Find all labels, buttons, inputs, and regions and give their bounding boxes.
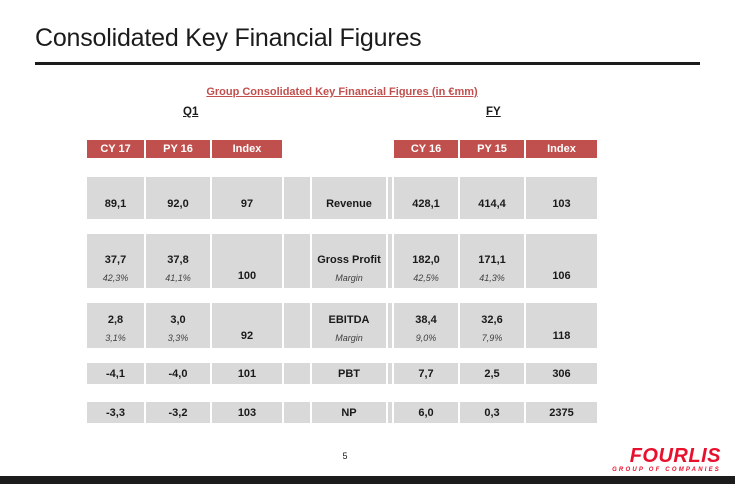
- cell-revenue-fy-cy: 428,1: [394, 177, 458, 219]
- table-row-ebitda: 2,8 3,1% 3,0 3,3% 92 EBITDA Margin 38,4 9,0%…: [87, 303, 599, 348]
- table-row-revenue: 89,1 92,0 97 Revenue 428,1 414,4 103: [87, 177, 599, 219]
- table-row-pbt: -4,1 -4,0 101 PBT 7,7 2,5 306: [87, 363, 599, 384]
- cell-np-fy-py: 0,3: [460, 402, 524, 423]
- header-spacer: [388, 140, 392, 158]
- cell-spacer: [284, 402, 310, 423]
- table-subtitle: Group Consolidated Key Financial Figures…: [206, 86, 478, 98]
- cell-gp-q1-cy: 37,7 42,3%: [87, 234, 144, 288]
- column-header-py16: PY 16: [146, 140, 210, 158]
- cell-ebitda-q1-cy: 2,8 3,1%: [87, 303, 144, 348]
- header-spacer: [312, 140, 386, 158]
- cell-revenue-label: Revenue: [312, 177, 386, 219]
- cell-pbt-q1-index: 101: [212, 363, 282, 384]
- column-header-index-fy: Index: [526, 140, 597, 158]
- cell-spacer: [388, 303, 392, 348]
- cell-pbt-fy-index: 306: [526, 363, 597, 384]
- cell-spacer: [388, 363, 392, 384]
- cell-ebitda-q1-index: 92: [212, 303, 282, 348]
- column-header-index-q1: Index: [212, 140, 282, 158]
- table-row-gross-profit: 37,7 42,3% 37,8 41,1% 100 Gross Profit Marg…: [87, 234, 599, 288]
- cell-np-q1-cy: -3,3: [87, 402, 144, 423]
- cell-pbt-fy-py: 2,5: [460, 363, 524, 384]
- table-header-row: CY 17 PY 16 Index CY 16 PY 15 Index: [87, 140, 599, 158]
- cell-spacer: [388, 402, 392, 423]
- cell-gp-q1-index: 100: [212, 234, 282, 288]
- table-row-np: -3,3 -3,2 103 NP 6,0 0,3 2375: [87, 402, 599, 423]
- cell-ebitda-fy-py: 32,6 7,9%: [460, 303, 524, 348]
- column-header-cy17: CY 17: [87, 140, 144, 158]
- logo-wordmark: FOURLIS: [629, 445, 721, 467]
- cell-revenue-q1-index: 97: [212, 177, 282, 219]
- header-spacer: [284, 140, 310, 158]
- bottom-bar: [0, 476, 735, 484]
- cell-spacer: [388, 234, 392, 288]
- cell-ebitda-fy-index: 118: [526, 303, 597, 348]
- cell-ebitda-label: EBITDA Margin: [312, 303, 386, 348]
- cell-revenue-q1-py: 92,0: [146, 177, 210, 219]
- page-number: 5: [342, 451, 348, 461]
- column-header-py15: PY 15: [460, 140, 524, 158]
- cell-gp-fy-cy: 182,0 42,5%: [394, 234, 458, 288]
- financial-table: CY 17 PY 16 Index CY 16 PY 15 Index 89,1…: [87, 140, 599, 423]
- cell-pbt-label: PBT: [312, 363, 386, 384]
- cell-spacer: [284, 303, 310, 348]
- cell-np-label: NP: [312, 402, 386, 423]
- cell-np-fy-cy: 6,0: [394, 402, 458, 423]
- cell-gp-q1-py: 37,8 41,1%: [146, 234, 210, 288]
- page-title: Consolidated Key Financial Figures: [35, 24, 422, 52]
- column-header-cy16: CY 16: [394, 140, 458, 158]
- logo-tagline: GROUP OF COMPANIES: [612, 467, 721, 473]
- cell-spacer: [284, 234, 310, 288]
- cell-np-q1-py: -3,2: [146, 402, 210, 423]
- cell-revenue-fy-py: 414,4: [460, 177, 524, 219]
- cell-gp-fy-index: 106: [526, 234, 597, 288]
- cell-gp-label: Gross Profit Margin: [312, 234, 386, 288]
- fourlis-logo: FOURLIS GROUP OF COMPANIES: [612, 446, 721, 474]
- title-underline: [35, 62, 700, 65]
- cell-ebitda-fy-cy: 38,4 9,0%: [394, 303, 458, 348]
- cell-pbt-q1-py: -4,0: [146, 363, 210, 384]
- cell-revenue-fy-index: 103: [526, 177, 597, 219]
- group-label-fy: FY: [486, 106, 501, 118]
- cell-spacer: [284, 363, 310, 384]
- cell-ebitda-q1-py: 3,0 3,3%: [146, 303, 210, 348]
- group-label-q1: Q1: [183, 106, 199, 118]
- cell-np-q1-index: 103: [212, 402, 282, 423]
- cell-revenue-q1-cy: 89,1: [87, 177, 144, 219]
- cell-gp-fy-py: 171,1 41,3%: [460, 234, 524, 288]
- cell-pbt-fy-cy: 7,7: [394, 363, 458, 384]
- cell-np-fy-index: 2375: [526, 402, 597, 423]
- cell-spacer: [284, 177, 310, 219]
- cell-spacer: [388, 177, 392, 219]
- cell-pbt-q1-cy: -4,1: [87, 363, 144, 384]
